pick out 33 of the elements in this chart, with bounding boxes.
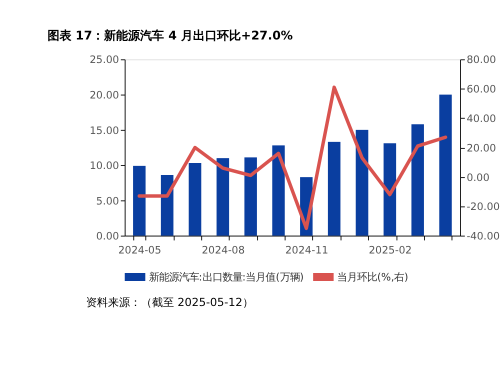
legend-label: 新能源汽车:出口数量:当月值(万辆)	[148, 271, 304, 284]
y-tick-label: 25.00	[90, 54, 120, 66]
x-tick-label: 2024-11	[285, 244, 328, 256]
y-tick-label: 10.00	[90, 160, 120, 172]
bar	[160, 175, 174, 236]
y2-tick-label: 20.00	[466, 142, 496, 154]
text: 资料来源：（截至 2025-05-12）	[86, 296, 254, 310]
bar	[384, 143, 396, 236]
bar	[411, 124, 424, 236]
y2-tick-label: 60.00	[466, 84, 496, 96]
bar	[356, 130, 368, 236]
y2-tick-label: -40.00	[466, 230, 500, 243]
y-tick-label: 20.00	[90, 89, 120, 102]
y-tick-label: 15.00	[90, 124, 120, 137]
y-tick-label: 0.00	[96, 230, 120, 243]
bar	[439, 94, 452, 236]
y2-tick-label: -20.00	[466, 201, 500, 214]
bar	[328, 142, 340, 236]
bar	[188, 163, 202, 236]
y-tick-label: 5.00	[96, 195, 120, 208]
x-tick-label: 2025-02	[368, 244, 412, 256]
x-tick-label: 2024-05	[118, 244, 162, 256]
bar	[216, 158, 230, 236]
bar	[133, 166, 146, 236]
bar	[272, 145, 285, 236]
y2-tick-label: 40.00	[466, 113, 496, 125]
legend-label: 当月环比(%,右)	[337, 271, 408, 284]
line-series	[138, 86, 448, 230]
bar	[244, 157, 257, 236]
y2-tick-label: 80.00	[466, 54, 496, 66]
x-tick-label: 2024-08	[202, 244, 245, 256]
y2-tick-label: 0.00	[466, 172, 490, 184]
chart-title: 图表 17：新能源汽车 4 月出口环比+27.0%	[47, 28, 293, 43]
